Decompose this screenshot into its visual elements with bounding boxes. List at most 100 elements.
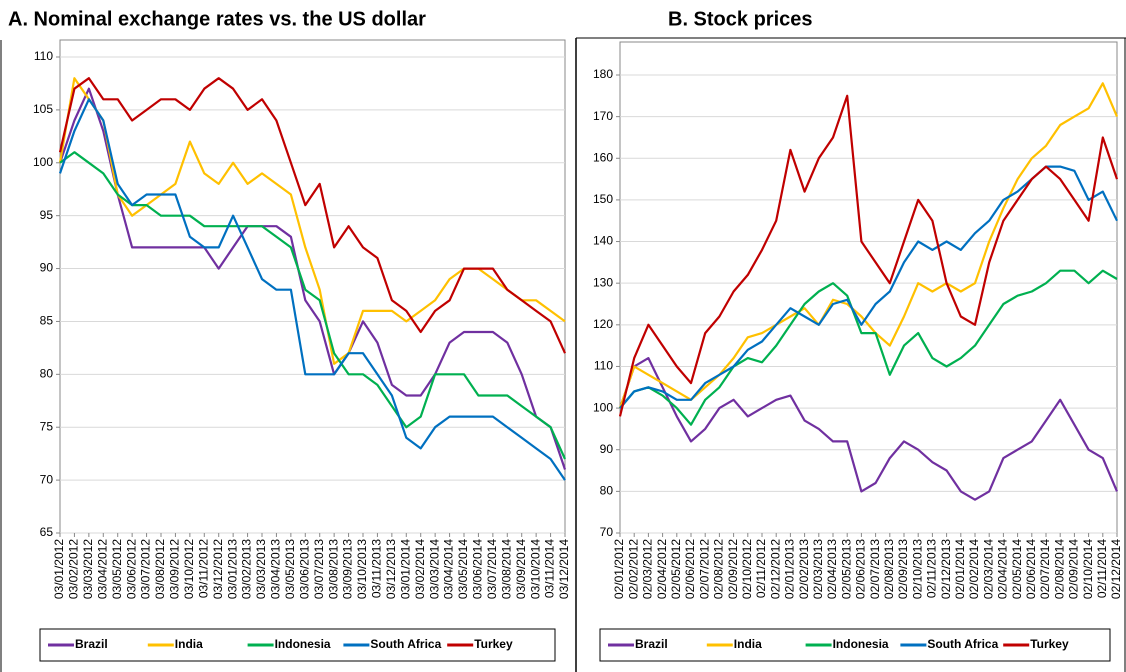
x-tick-label: 02/12/2012 (768, 539, 782, 599)
y-tick-label: 90 (40, 261, 54, 275)
x-tick-label: 03/06/2014 (471, 539, 485, 599)
y-tick-label: 90 (600, 442, 614, 456)
x-tick-label: 03/08/2014 (499, 539, 513, 599)
legend-label: Brazil (635, 637, 668, 651)
y-tick-label: 65 (40, 525, 54, 539)
x-tick-label: 02/09/2012 (726, 539, 740, 599)
x-tick-label: 02/10/2013 (910, 539, 924, 599)
y-tick-label: 85 (40, 314, 54, 328)
plot-frame (619, 41, 1118, 534)
x-tick-label: 03/10/2013 (355, 539, 369, 599)
x-tick-label: 03/05/2013 (283, 539, 297, 599)
x-tick-label: 03/03/2012 (81, 539, 95, 599)
x-tick-label: 03/10/2014 (528, 539, 542, 599)
x-tick-label: 02/06/2013 (854, 539, 868, 599)
x-tick-label: 03/05/2012 (110, 539, 124, 599)
x-tick-label: 02/03/2012 (641, 539, 655, 599)
series-line (619, 269, 1118, 426)
series-line (58, 98, 566, 481)
x-tick-label: 03/04/2014 (442, 539, 456, 599)
x-tick-label: 03/02/2014 (413, 539, 427, 599)
x-tick-label: 02/06/2014 (1024, 539, 1038, 599)
x-tick-label: 02/02/2014 (967, 539, 981, 599)
y-tick-label: 120 (593, 317, 613, 331)
x-tick-label: 02/11/2013 (925, 539, 939, 598)
x-tick-label: 02/11/2014 (1095, 539, 1109, 598)
x-tick-label: 03/04/2013 (269, 539, 283, 599)
x-tick-label: 03/01/2014 (398, 539, 412, 599)
x-tick-label: 02/12/2014 (1109, 539, 1123, 599)
x-tick-label: 02/01/2012 (612, 539, 626, 599)
series-line (59, 151, 567, 460)
legend-label: South Africa (927, 637, 998, 651)
series-line (618, 357, 1119, 501)
plot-frame (59, 39, 566, 534)
legend-label: India (734, 637, 762, 651)
x-tick-label: 03/04/2012 (95, 539, 109, 599)
x-tick-label: 02/05/2014 (1010, 539, 1024, 599)
x-tick-label: 03/08/2012 (153, 539, 167, 599)
y-tick-label: 170 (593, 109, 613, 123)
x-tick-label: 02/04/2014 (996, 539, 1010, 599)
x-tick-label: 03/07/2013 (312, 539, 326, 599)
x-tick-label: 03/11/2014 (543, 539, 557, 598)
legend-label: South Africa (370, 637, 441, 651)
x-tick-label: 03/11/2013 (370, 539, 384, 598)
y-tick-label: 100 (33, 155, 53, 169)
y-tick-label: 110 (34, 49, 53, 63)
x-tick-label: 03/03/2013 (254, 539, 268, 599)
x-tick-label: 03/01/2013 (225, 539, 239, 599)
x-tick-label: 02/03/2014 (981, 539, 995, 599)
x-tick-label: 03/12/2013 (384, 539, 398, 599)
x-tick-label: 03/12/2014 (557, 539, 571, 599)
x-tick-label: 03/05/2014 (456, 539, 470, 599)
x-tick-label: 03/09/2013 (341, 539, 355, 599)
x-tick-label: 02/01/2013 (783, 539, 797, 599)
x-tick-label: 02/07/2013 (868, 539, 882, 599)
legend-label: Brazil (75, 637, 108, 651)
x-tick-label: 03/02/2012 (67, 539, 81, 599)
x-tick-label: 03/10/2012 (182, 539, 196, 599)
y-tick-label: 105 (33, 102, 53, 116)
x-tick-label: 02/06/2012 (683, 539, 697, 599)
y-tick-label: 70 (600, 525, 614, 539)
legend-label: Turkey (1030, 637, 1069, 651)
series-line (618, 82, 1119, 409)
y-tick-label: 130 (593, 275, 613, 289)
series-line (58, 77, 567, 354)
series-line (58, 87, 567, 470)
x-tick-label: 02/08/2012 (712, 539, 726, 599)
y-tick-label: 180 (593, 67, 613, 81)
legend-label: Turkey (474, 637, 513, 651)
x-tick-label: 02/04/2012 (655, 539, 669, 599)
x-tick-label: 02/11/2012 (754, 539, 768, 598)
x-tick-label: 02/10/2014 (1081, 539, 1095, 599)
x-tick-label: 02/08/2013 (882, 539, 896, 599)
y-tick-label: 75 (40, 419, 54, 433)
x-tick-label: 02/05/2012 (669, 539, 683, 599)
y-tick-label: 100 (593, 400, 613, 414)
x-tick-label: 02/01/2014 (953, 539, 967, 599)
x-tick-label: 02/07/2012 (697, 539, 711, 599)
x-tick-label: 02/12/2013 (939, 539, 953, 599)
x-tick-label: 03/06/2012 (124, 539, 138, 599)
x-tick-label: 03/06/2013 (297, 539, 311, 599)
y-tick-label: 80 (600, 484, 614, 498)
legend-label: India (175, 637, 203, 651)
x-tick-label: 03/12/2012 (211, 539, 225, 599)
x-tick-label: 02/10/2012 (740, 539, 754, 599)
series-line (618, 94, 1119, 417)
x-tick-label: 03/01/2012 (52, 539, 66, 599)
y-tick-label: 110 (594, 359, 613, 373)
legend-label: Indonesia (275, 637, 331, 651)
x-tick-label: 03/11/2012 (196, 539, 210, 598)
y-tick-label: 95 (40, 208, 54, 222)
x-tick-label: 02/05/2013 (839, 539, 853, 599)
y-tick-label: 80 (40, 367, 54, 381)
series-line (58, 77, 566, 365)
y-tick-label: 140 (593, 234, 613, 248)
x-tick-label: 03/09/2012 (168, 539, 182, 599)
x-tick-label: 02/03/2013 (811, 539, 825, 599)
x-tick-label: 02/09/2014 (1067, 539, 1081, 599)
